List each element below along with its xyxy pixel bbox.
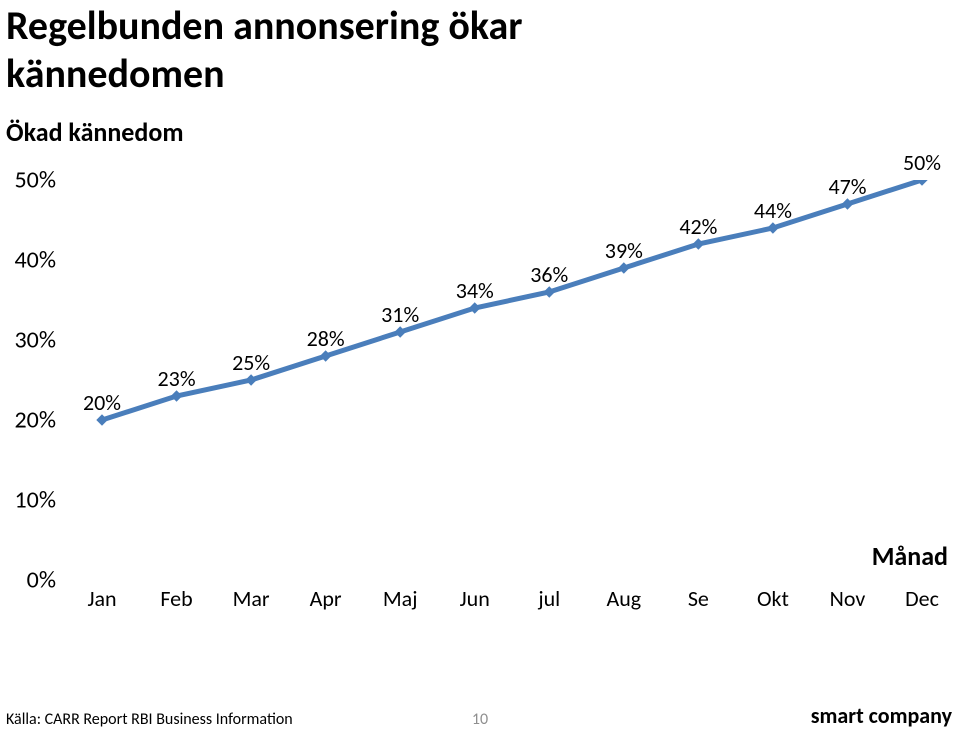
x-tick-label: Jan: [87, 585, 116, 612]
brand-label: smart company: [811, 702, 952, 729]
source-text: Källa: CARR Report RBI Business Informat…: [6, 710, 293, 729]
y-axis: 0%10%20%30%40%50%: [6, 180, 66, 580]
chart-container: 0%10%20%30%40%50% 20%23%25%28%31%34%36%3…: [6, 180, 954, 620]
data-label: 28%: [307, 325, 345, 352]
x-tick-label: Dec: [905, 585, 939, 612]
y-tick-label: 10%: [15, 486, 56, 515]
data-label: 39%: [605, 237, 643, 264]
x-tick-label: Jun: [460, 585, 490, 612]
x-tick-label: Aug: [606, 585, 641, 612]
x-tick-label: Mar: [233, 585, 270, 612]
page-number: 10: [472, 710, 488, 729]
x-tick-label: Maj: [383, 585, 418, 612]
x-axis-title: Månad: [872, 540, 948, 572]
x-tick-label: Feb: [160, 585, 192, 612]
y-tick-label: 50%: [15, 166, 56, 195]
chart-line: [102, 180, 922, 420]
slide-title-line1: Regelbunden annonsering ökar: [0, 0, 960, 48]
chart-plot-area: 20%23%25%28%31%34%36%39%42%44%47%50%: [72, 180, 942, 580]
data-label: 34%: [456, 277, 494, 304]
data-label: 20%: [83, 389, 121, 416]
footer: Källa: CARR Report RBI Business Informat…: [0, 703, 960, 729]
x-tick-label: Apr: [310, 585, 342, 612]
chart-subtitle: Ökad kännedom: [0, 96, 960, 148]
data-label: 25%: [232, 349, 270, 376]
data-label: 44%: [754, 197, 792, 224]
data-label: 36%: [530, 261, 568, 288]
y-tick-label: 0%: [27, 566, 56, 595]
x-tick-label: jul: [538, 585, 560, 612]
y-tick-label: 30%: [15, 326, 56, 355]
y-tick-label: 40%: [15, 246, 56, 275]
data-label: 42%: [679, 213, 717, 240]
chart-svg: [72, 180, 942, 580]
x-tick-label: Okt: [757, 585, 789, 612]
x-axis: Jan Feb Mar Apr Maj Jun jul Aug Se Okt Nov Dec: [72, 585, 942, 615]
slide-title-line2: kännedomen: [0, 48, 960, 96]
data-label: 31%: [381, 301, 419, 328]
x-tick-label: Nov: [830, 585, 866, 612]
data-label: 23%: [158, 365, 196, 392]
data-label: 50%: [903, 149, 941, 176]
x-tick-label: Se: [688, 585, 709, 612]
y-tick-label: 20%: [15, 406, 56, 435]
data-label: 47%: [828, 173, 866, 200]
